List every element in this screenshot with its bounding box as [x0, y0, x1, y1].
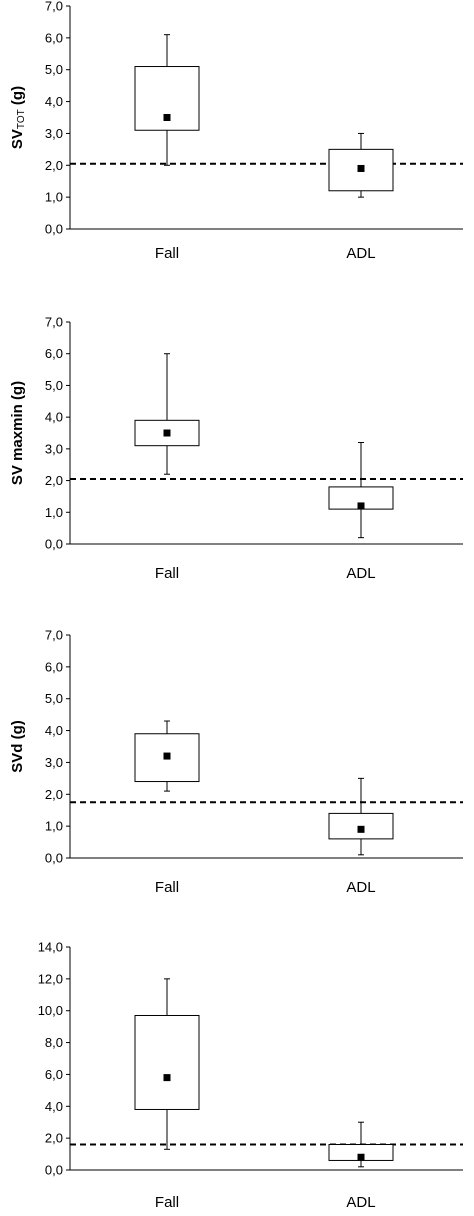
y-tick-label: 2,0 [45, 158, 63, 173]
box-fall [134, 720, 200, 792]
mean-marker [163, 114, 171, 121]
y-tick-label: 2,0 [45, 1131, 63, 1146]
mean-marker [357, 164, 365, 172]
y-tick-label: 1,0 [45, 819, 63, 834]
y-tick-label: 3,0 [45, 441, 63, 456]
category-label: Fall [155, 1194, 179, 1211]
category-label: Fall [155, 245, 179, 262]
y-tick-label: 1,0 [45, 505, 63, 520]
box-fall [134, 34, 200, 166]
y-tick-label: 0,0 [45, 222, 63, 237]
category-label: ADL [346, 879, 375, 896]
y-axis-title: SVd (g) [9, 720, 26, 773]
y-tick-label: 5,0 [45, 691, 63, 706]
box-adl [328, 132, 394, 198]
y-tick-label: 2,0 [45, 787, 63, 802]
box-plot-chart-2: 0,0 1,0 2,0 3,0 4,0 5,0 6,0 7,0 SV maxmin (g) Fal… [9, 315, 463, 582]
y-tick-label: 1,0 [45, 190, 63, 205]
y-tick-label: 7,0 [45, 0, 63, 14]
y-axis-title: SVTOT (g) [9, 86, 27, 149]
y-tick-label: 4,0 [45, 723, 63, 738]
category-label: ADL [346, 1194, 375, 1211]
y-tick-label: 7,0 [45, 315, 63, 330]
y-tick-label: 5,0 [45, 378, 63, 393]
y-tick-label: 3,0 [45, 126, 63, 141]
y-tick-label: 0,0 [45, 1163, 63, 1178]
box-plot-chart-1: 0,0 1,0 2,0 3,0 4,0 5,0 6,0 7,0 SVTOT (g) Fall ADL [9, 0, 463, 262]
y-tick-label: 4,0 [45, 94, 63, 109]
y-tick-label: 2,0 [45, 473, 63, 488]
y-tick-label: 6,0 [45, 346, 63, 361]
y-tick-label: 14,0 [38, 940, 63, 955]
y-tick-label: 6,0 [45, 30, 63, 45]
category-label: ADL [346, 245, 375, 262]
mean-marker [357, 502, 365, 510]
y-tick-label: 7,0 [45, 628, 63, 643]
box-fall [134, 978, 200, 1150]
category-label: Fall [155, 565, 179, 582]
y-tick-label: 0,0 [45, 537, 63, 552]
iqr-box [134, 1014, 200, 1110]
y-tick-label: 5,0 [45, 62, 63, 77]
category-label: ADL [346, 565, 375, 582]
box-fall [134, 353, 200, 475]
y-tick-label: 4,0 [45, 410, 63, 425]
y-tick-label: 4,0 [45, 1099, 63, 1114]
box-adl [328, 777, 394, 856]
box-adl [328, 442, 394, 539]
y-tick-label: 10,0 [38, 1003, 63, 1018]
category-label: Fall [155, 879, 179, 896]
box-plot-chart-4: 0,0 2,0 4,0 6,0 8,0 10,0 12,0 14,0 Fall ADL [38, 940, 463, 1211]
y-tick-label: 6,0 [45, 659, 63, 674]
y-tick-label: 0,0 [45, 851, 63, 866]
y-tick-label: 12,0 [38, 971, 63, 986]
mean-marker [163, 1074, 171, 1082]
box-plot-chart-3: 0,0 1,0 2,0 3,0 4,0 5,0 6,0 7,0 SVd (g) Fall ADL [9, 628, 463, 896]
y-tick-label: 6,0 [45, 1067, 63, 1082]
iqr-box [134, 419, 200, 447]
y-axis-title: SV maxmin (g) [9, 381, 26, 485]
box-adl [328, 1121, 394, 1168]
y-tick-label: 3,0 [45, 755, 63, 770]
mean-marker [163, 752, 171, 760]
y-tick-label: 8,0 [45, 1035, 63, 1050]
mean-marker [163, 429, 171, 437]
mean-marker [357, 825, 365, 833]
mean-marker [357, 1153, 365, 1161]
